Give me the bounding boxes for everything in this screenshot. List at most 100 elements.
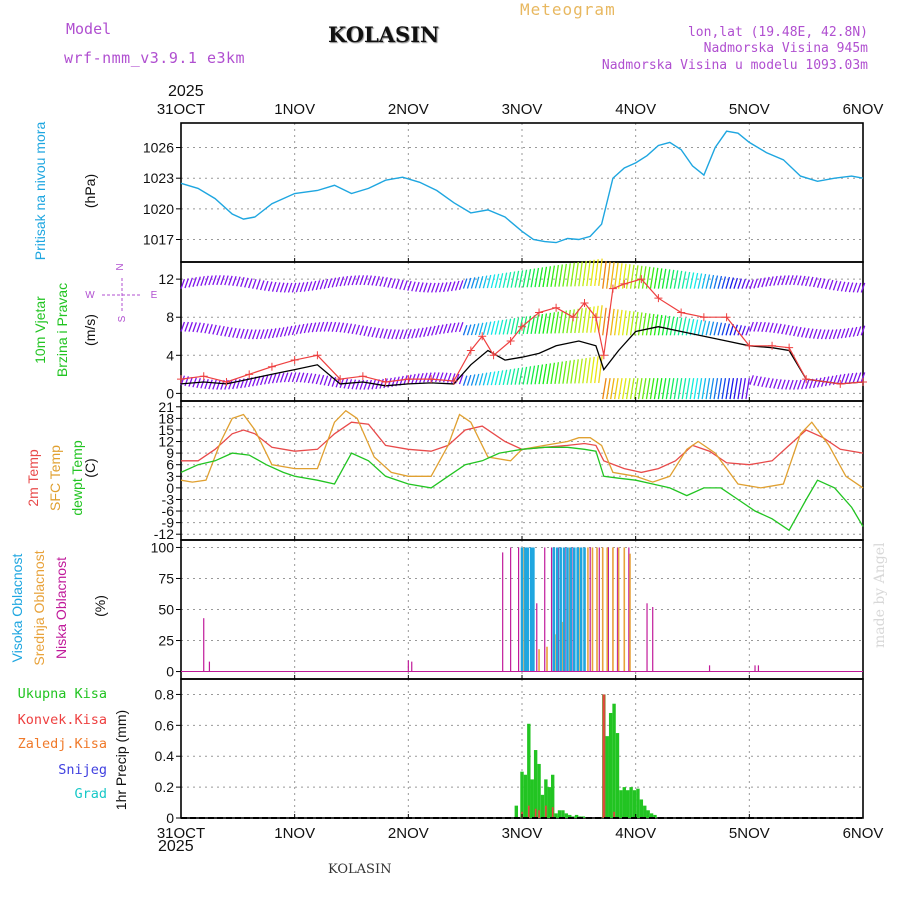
wind-barb (693, 378, 699, 400)
wind-barb (415, 281, 420, 292)
wind-barb (327, 278, 333, 289)
precip-bar-total (530, 779, 534, 818)
wind-barb (562, 263, 567, 287)
y-tick-label: 0.8 (155, 686, 175, 702)
wind-barb (359, 325, 365, 336)
wind-barb (526, 269, 532, 288)
wind-barb (713, 322, 719, 336)
y-tick-label: 12 (158, 271, 174, 287)
model-label: Model (66, 20, 112, 38)
wind-barb (713, 378, 719, 400)
wind-barb (458, 322, 464, 333)
y-tick-label: 21 (158, 399, 174, 415)
y-tick-label: 18 (158, 410, 174, 426)
y-tick-label: 8 (166, 309, 174, 325)
wind-barb (697, 320, 703, 336)
wind-barb (351, 379, 357, 390)
wind-barb (808, 328, 814, 339)
wind-barb (816, 377, 822, 388)
wind-barb (279, 372, 285, 383)
precip-bar-total (561, 810, 565, 818)
wind-barb (307, 322, 313, 333)
wind-gust-marker (569, 313, 578, 322)
wind-barb (395, 329, 400, 340)
precip-bar-total (533, 750, 538, 818)
wind-barb (570, 309, 575, 334)
wind-barb (578, 358, 583, 384)
wind-barb (538, 364, 544, 385)
wind-gust-marker (591, 313, 600, 322)
wind-barb (761, 321, 766, 332)
wind-gust-marker (466, 346, 475, 355)
wind-barb (797, 326, 802, 337)
wind-barb (240, 277, 245, 287)
wind-barb (665, 315, 671, 336)
wind-barb (828, 329, 834, 340)
wind-barb (566, 309, 571, 334)
wind-barb (641, 266, 647, 289)
wind-barb (347, 323, 353, 334)
time-label-top: 2NOV (388, 101, 429, 118)
wind-gust-marker (177, 375, 185, 384)
wind-barb (773, 378, 778, 389)
wind-barb (848, 372, 854, 383)
legend-snow: Snijeg (58, 762, 107, 778)
wind-barb (613, 309, 619, 336)
y-tick-label: 1023 (143, 170, 174, 186)
wind-barb (474, 323, 480, 336)
wind-barb (725, 378, 731, 400)
wind-barb (685, 378, 691, 400)
wind-barb (415, 328, 420, 339)
wind-barb (427, 372, 432, 383)
wind-barb (657, 314, 663, 336)
wind-barb (407, 328, 412, 339)
wind-barb (295, 282, 301, 293)
legend-hail: Grad (74, 786, 107, 802)
wind-barb (490, 371, 496, 386)
wind-barb (566, 263, 571, 287)
compass-n-label: N (115, 263, 126, 270)
wind-barb (856, 372, 862, 383)
wind-barb (212, 379, 217, 390)
wind-barb (506, 271, 512, 288)
wind-barb (335, 322, 341, 333)
wind-barb (685, 271, 691, 289)
precip-bar-total (619, 790, 623, 818)
wind-barb (554, 264, 560, 287)
wind-barb (275, 373, 281, 383)
wind-barb (255, 375, 261, 386)
wind-gust-marker (245, 370, 254, 379)
wind-barb (271, 328, 277, 339)
wind-barb (661, 378, 667, 400)
precip-bar-total (537, 763, 541, 818)
wind-barb (665, 378, 671, 400)
wind-barb (625, 264, 631, 289)
wind-barb (820, 329, 826, 340)
wind-barb (454, 280, 460, 291)
wind-barb (470, 277, 476, 289)
time-label-top: 3NOV (502, 101, 543, 118)
wind-barb (423, 327, 428, 337)
legend-total-rain: Ukupna Kisa (17, 686, 107, 702)
wind-barb (538, 267, 544, 288)
model-name: wrf-nmm_v3.9.1 e3km (64, 49, 246, 67)
y-tick-label: 1026 (143, 140, 174, 156)
wind-barb (610, 308, 615, 336)
wind-barb (200, 322, 205, 333)
wind-barb (391, 329, 396, 340)
wind-barb (860, 282, 866, 293)
wind-barb (689, 318, 695, 336)
wind-barb (586, 260, 591, 287)
wind-barb (446, 323, 452, 334)
wind-barb (677, 317, 683, 336)
wind-barb (574, 359, 579, 384)
wind-barb (848, 327, 854, 338)
wind-gust-marker (535, 308, 544, 317)
wind-barb (781, 324, 786, 335)
wind-barb (777, 323, 782, 334)
wind-barb (761, 277, 766, 288)
wind-barb (263, 328, 269, 339)
wind-barb (542, 266, 548, 288)
wind-barb (629, 311, 635, 336)
wind-barb (721, 276, 727, 289)
